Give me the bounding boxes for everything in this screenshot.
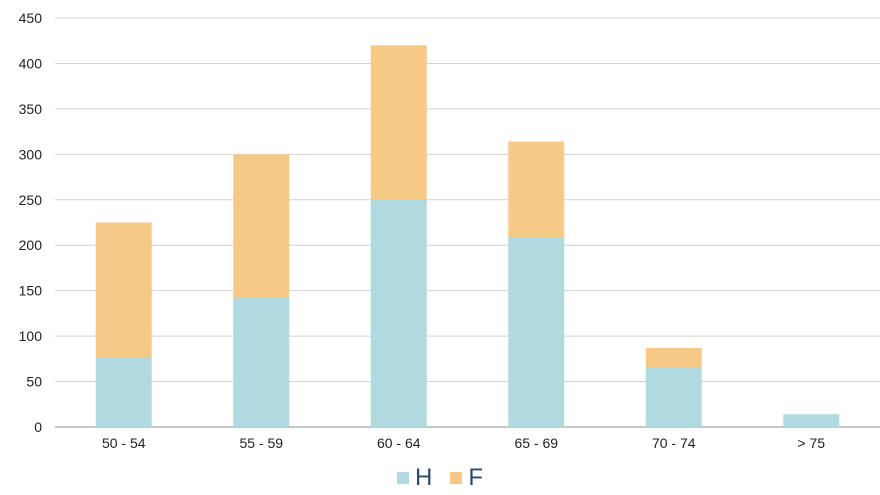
- bar-h-0: [95, 357, 152, 427]
- bar-h-4: [645, 367, 702, 427]
- x-tick-label: 60 - 64: [377, 435, 421, 451]
- x-tick-label: 55 - 59: [239, 435, 283, 451]
- y-tick-label: 50: [26, 374, 42, 390]
- x-tick-label: > 75: [797, 435, 825, 451]
- y-tick-label: 150: [19, 283, 43, 299]
- y-tick-label: 350: [19, 101, 43, 117]
- x-axis-tick-labels: 50 - 54 55 - 59 60 - 64 65 - 69 70 - 74 > 75: [102, 435, 825, 451]
- y-axis-tick-labels: 0 50 100 150 200 250 300 350 400 450: [19, 10, 43, 435]
- x-tick-label: 50 - 54: [102, 435, 146, 451]
- x-tick-label: 70 - 74: [652, 435, 696, 451]
- bar-f-0: [95, 222, 152, 358]
- bar-h-2: [370, 199, 427, 427]
- x-tick-label: 65 - 69: [514, 435, 558, 451]
- legend-label-f: F: [468, 464, 483, 491]
- bar-f-1: [233, 154, 290, 298]
- legend-item-h: H: [396, 464, 433, 491]
- bar-h-3: [508, 237, 565, 427]
- y-tick-label: 450: [19, 10, 43, 26]
- legend-swatch-h: [396, 472, 409, 484]
- y-tick-label: 300: [19, 146, 43, 162]
- legend: H F: [0, 466, 880, 490]
- y-tick-label: 100: [19, 328, 43, 344]
- grid-lines: [55, 17, 880, 428]
- bar-f-2: [370, 45, 427, 200]
- y-tick-label: 0: [34, 419, 42, 435]
- bar-f-4: [645, 347, 702, 368]
- bars: [95, 45, 840, 427]
- legend-item-f: F: [450, 466, 483, 490]
- legend-swatch-f: [450, 472, 463, 484]
- bar-h-5: [783, 414, 840, 427]
- legend-label-h: H: [414, 464, 433, 491]
- bar-f-3: [508, 141, 565, 238]
- y-tick-label: 400: [19, 55, 43, 71]
- y-tick-label: 200: [19, 237, 43, 253]
- bar-h-1: [233, 297, 290, 427]
- y-tick-label: 250: [19, 192, 43, 208]
